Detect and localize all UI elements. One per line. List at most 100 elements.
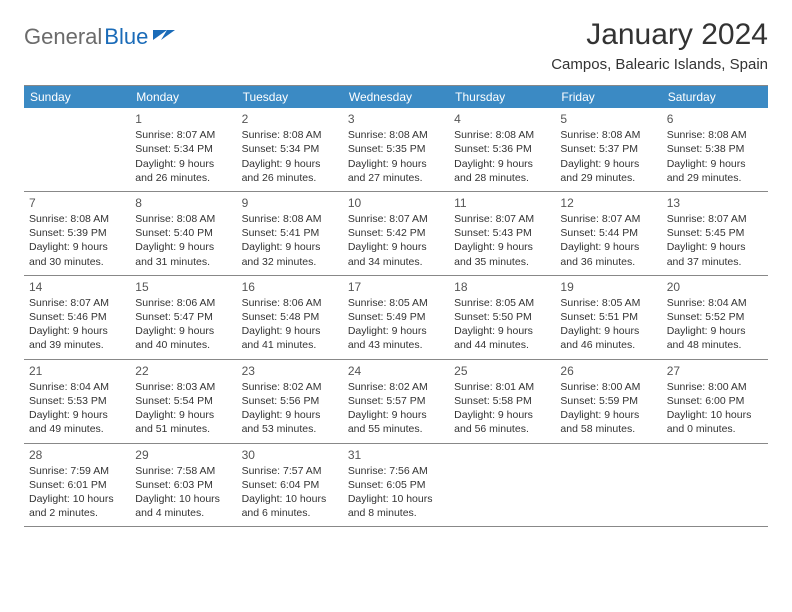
daylight-line: Daylight: 9 hours and 27 minutes. (348, 157, 444, 185)
sunrise-line: Sunrise: 8:05 AM (454, 296, 550, 310)
sunset-line: Sunset: 5:52 PM (667, 310, 763, 324)
daylight-line: Daylight: 9 hours and 26 minutes. (135, 157, 231, 185)
calendar-cell (662, 444, 768, 528)
sunrise-line: Sunrise: 8:05 AM (560, 296, 656, 310)
sunrise-line: Sunrise: 7:57 AM (242, 464, 338, 478)
sunrise-line: Sunrise: 8:06 AM (135, 296, 231, 310)
sunset-line: Sunset: 5:44 PM (560, 226, 656, 240)
day-number: 10 (348, 195, 444, 211)
sunset-line: Sunset: 6:03 PM (135, 478, 231, 492)
day-number: 31 (348, 447, 444, 463)
calendar-cell: 18Sunrise: 8:05 AMSunset: 5:50 PMDayligh… (449, 276, 555, 360)
sunrise-line: Sunrise: 7:58 AM (135, 464, 231, 478)
sunrise-line: Sunrise: 8:02 AM (348, 380, 444, 394)
day-number: 27 (667, 363, 763, 379)
calendar-cell (555, 444, 661, 528)
sunset-line: Sunset: 5:47 PM (135, 310, 231, 324)
daylight-line: Daylight: 9 hours and 34 minutes. (348, 240, 444, 268)
day-header: Friday (555, 86, 661, 108)
daylight-line: Daylight: 10 hours and 6 minutes. (242, 492, 338, 520)
calendar-cell: 11Sunrise: 8:07 AMSunset: 5:43 PMDayligh… (449, 192, 555, 276)
sunset-line: Sunset: 5:50 PM (454, 310, 550, 324)
day-number: 14 (29, 279, 125, 295)
sunrise-line: Sunrise: 8:04 AM (667, 296, 763, 310)
day-number: 28 (29, 447, 125, 463)
calendar-cell: 1Sunrise: 8:07 AMSunset: 5:34 PMDaylight… (130, 108, 236, 192)
sunrise-line: Sunrise: 8:06 AM (242, 296, 338, 310)
sunrise-line: Sunrise: 8:08 AM (242, 128, 338, 142)
day-header: Sunday (24, 86, 130, 108)
sunrise-line: Sunrise: 8:08 AM (348, 128, 444, 142)
day-number: 7 (29, 195, 125, 211)
sunrise-line: Sunrise: 8:08 AM (242, 212, 338, 226)
logo: General Blue (24, 18, 175, 50)
calendar-cell: 7Sunrise: 8:08 AMSunset: 5:39 PMDaylight… (24, 192, 130, 276)
day-number: 30 (242, 447, 338, 463)
daylight-line: Daylight: 9 hours and 37 minutes. (667, 240, 763, 268)
day-number: 4 (454, 111, 550, 127)
sunset-line: Sunset: 5:57 PM (348, 394, 444, 408)
sunset-line: Sunset: 5:43 PM (454, 226, 550, 240)
daylight-line: Daylight: 9 hours and 53 minutes. (242, 408, 338, 436)
calendar-cell: 21Sunrise: 8:04 AMSunset: 5:53 PMDayligh… (24, 360, 130, 444)
calendar-cell: 17Sunrise: 8:05 AMSunset: 5:49 PMDayligh… (343, 276, 449, 360)
daylight-line: Daylight: 9 hours and 39 minutes. (29, 324, 125, 352)
sunset-line: Sunset: 5:37 PM (560, 142, 656, 156)
sunrise-line: Sunrise: 8:07 AM (454, 212, 550, 226)
page-header: General Blue January 2024 Campos, Balear… (24, 18, 768, 73)
sunset-line: Sunset: 5:41 PM (242, 226, 338, 240)
sunrise-line: Sunrise: 8:07 AM (135, 128, 231, 142)
sunrise-line: Sunrise: 7:56 AM (348, 464, 444, 478)
calendar-cell: 5Sunrise: 8:08 AMSunset: 5:37 PMDaylight… (555, 108, 661, 192)
daylight-line: Daylight: 9 hours and 30 minutes. (29, 240, 125, 268)
calendar-cell: 19Sunrise: 8:05 AMSunset: 5:51 PMDayligh… (555, 276, 661, 360)
calendar-cell: 27Sunrise: 8:00 AMSunset: 6:00 PMDayligh… (662, 360, 768, 444)
day-number: 9 (242, 195, 338, 211)
calendar-cell: 23Sunrise: 8:02 AMSunset: 5:56 PMDayligh… (237, 360, 343, 444)
calendar-cell: 24Sunrise: 8:02 AMSunset: 5:57 PMDayligh… (343, 360, 449, 444)
daylight-line: Daylight: 9 hours and 35 minutes. (454, 240, 550, 268)
day-number: 2 (242, 111, 338, 127)
daylight-line: Daylight: 9 hours and 56 minutes. (454, 408, 550, 436)
daylight-line: Daylight: 9 hours and 28 minutes. (454, 157, 550, 185)
sunset-line: Sunset: 5:51 PM (560, 310, 656, 324)
sunrise-line: Sunrise: 8:07 AM (560, 212, 656, 226)
daylight-line: Daylight: 9 hours and 49 minutes. (29, 408, 125, 436)
calendar-cell: 13Sunrise: 8:07 AMSunset: 5:45 PMDayligh… (662, 192, 768, 276)
calendar-cell: 4Sunrise: 8:08 AMSunset: 5:36 PMDaylight… (449, 108, 555, 192)
sunset-line: Sunset: 5:39 PM (29, 226, 125, 240)
sunrise-line: Sunrise: 8:07 AM (667, 212, 763, 226)
daylight-line: Daylight: 10 hours and 4 minutes. (135, 492, 231, 520)
day-number: 12 (560, 195, 656, 211)
day-number: 29 (135, 447, 231, 463)
day-number: 11 (454, 195, 550, 211)
day-number: 15 (135, 279, 231, 295)
sunset-line: Sunset: 5:46 PM (29, 310, 125, 324)
sunset-line: Sunset: 5:56 PM (242, 394, 338, 408)
day-number: 17 (348, 279, 444, 295)
daylight-line: Daylight: 9 hours and 41 minutes. (242, 324, 338, 352)
daylight-line: Daylight: 9 hours and 29 minutes. (667, 157, 763, 185)
calendar-cell: 16Sunrise: 8:06 AMSunset: 5:48 PMDayligh… (237, 276, 343, 360)
sunset-line: Sunset: 5:34 PM (135, 142, 231, 156)
daylight-line: Daylight: 9 hours and 32 minutes. (242, 240, 338, 268)
sunset-line: Sunset: 5:49 PM (348, 310, 444, 324)
sunrise-line: Sunrise: 8:00 AM (667, 380, 763, 394)
calendar-cell (449, 444, 555, 528)
sunrise-line: Sunrise: 8:07 AM (348, 212, 444, 226)
calendar-cell: 14Sunrise: 8:07 AMSunset: 5:46 PMDayligh… (24, 276, 130, 360)
logo-flag-icon (153, 26, 175, 49)
sunrise-line: Sunrise: 8:08 AM (29, 212, 125, 226)
calendar-cell: 15Sunrise: 8:06 AMSunset: 5:47 PMDayligh… (130, 276, 236, 360)
day-header: Saturday (662, 86, 768, 108)
day-number: 22 (135, 363, 231, 379)
day-number: 8 (135, 195, 231, 211)
sunrise-line: Sunrise: 8:07 AM (29, 296, 125, 310)
daylight-line: Daylight: 9 hours and 26 minutes. (242, 157, 338, 185)
sunset-line: Sunset: 5:54 PM (135, 394, 231, 408)
sunset-line: Sunset: 5:35 PM (348, 142, 444, 156)
day-number: 19 (560, 279, 656, 295)
day-number: 18 (454, 279, 550, 295)
day-number: 6 (667, 111, 763, 127)
calendar-cell: 20Sunrise: 8:04 AMSunset: 5:52 PMDayligh… (662, 276, 768, 360)
